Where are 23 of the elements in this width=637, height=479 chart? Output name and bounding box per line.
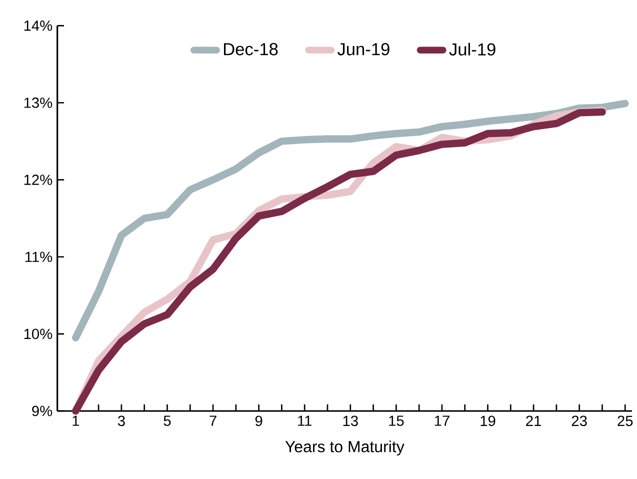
x-tick-label: 7 xyxy=(210,416,216,426)
y-tick-label: 14% xyxy=(24,20,52,31)
x-tick-label: 11 xyxy=(298,416,312,426)
x-tick-label: 9 xyxy=(255,416,262,426)
x-tick-label: 23 xyxy=(572,416,587,426)
x-tick-label: 3 xyxy=(118,416,125,426)
x-tick-label: 21 xyxy=(526,416,541,426)
x-tick-label: 5 xyxy=(164,416,171,426)
x-tick-label: 15 xyxy=(389,416,404,426)
x-tick-label: 17 xyxy=(434,416,450,426)
legend-label: Jul-19 xyxy=(449,42,496,56)
legend-label: Dec-18 xyxy=(224,43,278,56)
y-tick-label: 10% xyxy=(24,328,52,340)
x-tick-label: 19 xyxy=(480,416,496,426)
x-tick-label: 1 xyxy=(72,416,80,426)
y-tick-label: 11% xyxy=(25,252,52,262)
x-tick-label: 25 xyxy=(618,416,633,426)
legend-label: Jun-19 xyxy=(337,43,390,56)
y-tick-label: 12% xyxy=(24,174,52,185)
y-tick-label: 9% xyxy=(32,406,52,416)
x-axis-title: Years to Maturity xyxy=(285,440,404,456)
y-tick-label: 13% xyxy=(24,98,52,108)
x-tick-label: 13 xyxy=(343,416,358,426)
